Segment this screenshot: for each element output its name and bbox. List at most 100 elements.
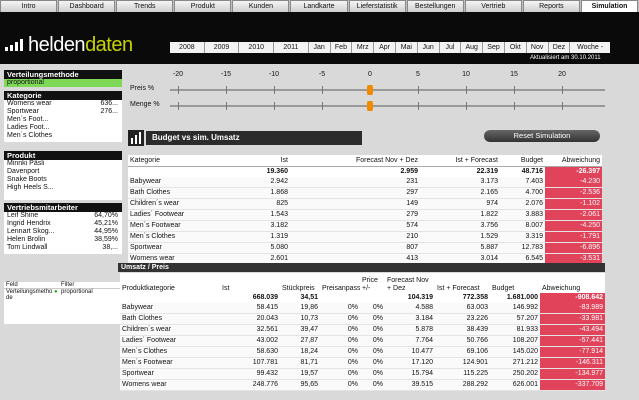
column-header: Kategorie <box>128 155 228 167</box>
tab[interactable]: Lieferstatistik <box>348 0 406 12</box>
tab[interactable]: Trends <box>116 0 174 12</box>
month-button[interactable]: Mrz <box>352 42 375 53</box>
tick-mark <box>226 102 227 110</box>
cell: 27,87 <box>280 335 320 347</box>
cell: 43.002 <box>220 335 280 347</box>
item-label: Helen Brolin <box>7 236 46 243</box>
cell: -1.791 <box>545 231 602 243</box>
month-button[interactable]: Feb <box>331 42 353 53</box>
tab[interactable]: Reports <box>522 0 580 12</box>
cell: -2.536 <box>545 187 602 199</box>
total-cell <box>128 166 228 177</box>
cell: -1.102 <box>545 198 602 210</box>
list-item[interactable]: Sportwear 276... <box>4 108 122 116</box>
month-button[interactable]: Nov <box>527 42 549 53</box>
week-dropdown[interactable]: Woche - <box>577 44 604 51</box>
slider-handle[interactable] <box>367 85 373 95</box>
list-item[interactable]: Men´s Foot... <box>4 116 122 124</box>
cell: 3.883 <box>500 209 545 221</box>
month-button[interactable]: Okt <box>505 42 527 53</box>
cell: 115.225 <box>435 368 490 380</box>
list-item[interactable]: Minnki Päsli <box>4 160 122 168</box>
cell: 0% <box>360 379 385 391</box>
cell: 3.319 <box>500 231 545 243</box>
month-button[interactable]: Mai <box>396 42 418 53</box>
cell: Sportwear <box>128 242 228 254</box>
month-button[interactable]: Jan <box>309 42 331 53</box>
total-row: 19.360 2.959 22.319 48.716 -26.397 <box>128 166 602 177</box>
list-item[interactable]: Snake Boots <box>4 176 122 184</box>
panel-header: Kategorie <box>4 91 122 100</box>
scale-label: -15 <box>220 71 232 78</box>
cell: 108.207 <box>490 335 540 347</box>
item-value: 38,... <box>102 244 118 251</box>
month-button[interactable]: Jul <box>440 42 462 53</box>
tab[interactable]: Produkt <box>174 0 232 12</box>
scale-label: -20 <box>172 71 184 78</box>
cell: 39,47 <box>280 324 320 336</box>
list-item[interactable]: High Heels S... <box>4 184 122 192</box>
tab[interactable]: Bestellungen <box>406 0 464 12</box>
date-selector: 2008 2009 2010 2011 Jan Feb Mrz Apr Mai Jun Jul Aug… <box>170 42 610 53</box>
cell: 1.543 <box>228 209 290 221</box>
logo-icon <box>5 39 23 51</box>
list-item[interactable]: Leif Shine 64,70% <box>4 212 122 220</box>
cell: 0% <box>320 357 360 369</box>
cell: 4.700 <box>500 187 545 199</box>
month-button[interactable]: Aug <box>461 42 484 53</box>
cell: 210 <box>290 231 420 243</box>
scale-label: 0 <box>368 71 372 78</box>
month-button[interactable]: Jun <box>418 42 440 53</box>
total-cell: 1.681.000 <box>490 293 540 303</box>
month-button[interactable]: Sep <box>483 42 505 53</box>
slider-handle[interactable] <box>367 101 373 111</box>
year-button[interactable]: 2010 <box>239 42 275 53</box>
cell: 10,73 <box>280 313 320 325</box>
tick-mark <box>322 102 323 110</box>
tab[interactable]: Kunden <box>232 0 290 12</box>
item-label: Lennart Skog... <box>7 228 55 235</box>
cell: Bath Clothes <box>120 313 220 325</box>
column-header: Budget <box>500 155 545 167</box>
panel-header: Produkt <box>4 151 122 160</box>
sidebar: Verteilungsmethode proportional Kategori… <box>4 70 122 400</box>
month-button[interactable]: Apr <box>374 42 396 53</box>
data-row: Sportwear 5.080 807 5.887 12.783 -6.896 <box>128 242 602 254</box>
filter-value: proportional <box>61 289 93 295</box>
tab[interactable]: Dashboard <box>58 0 116 12</box>
tab[interactable]: Landkarte <box>290 0 348 12</box>
cell: 124.901 <box>435 357 490 369</box>
list-item[interactable]: Men´s Clothes <box>4 132 122 140</box>
data-row: Men´s Clothes 1.319 210 1.529 3.319 -1.791 <box>128 231 602 243</box>
cell: 1.529 <box>420 231 500 243</box>
cell: 297 <box>290 187 420 199</box>
cell: 145.020 <box>490 346 540 358</box>
list-item[interactable]: Womens wear 636... <box>4 100 122 108</box>
cell: 0% <box>320 368 360 380</box>
list-item[interactable]: Tom Lindwall 38,... <box>4 244 122 252</box>
slider-track <box>170 89 605 91</box>
logo-text: helden <box>28 34 86 56</box>
cell: 149 <box>290 198 420 210</box>
item-label: Ingrid Hendrix <box>7 220 51 227</box>
list-item[interactable]: Helen Brolin 38,59% <box>4 236 122 244</box>
tab[interactable]: Intro <box>0 0 58 12</box>
tab[interactable]: Simulation <box>580 0 639 12</box>
year-button[interactable]: 2008 <box>170 42 205 53</box>
year-button[interactable]: 2009 <box>205 42 240 53</box>
list-item[interactable]: Ingrid Hendrix 45,21% <box>4 220 122 228</box>
cell: 5.887 <box>420 242 500 254</box>
column-header: Preisanpassung <box>320 273 360 293</box>
list-item[interactable]: Davenport <box>4 168 122 176</box>
list-item[interactable]: Ladies Foot... <box>4 124 122 132</box>
cell: 19,86 <box>280 303 320 314</box>
tab[interactable]: Vertrieb <box>464 0 522 12</box>
reset-button[interactable]: Reset Simulation <box>484 130 600 142</box>
selected-value[interactable]: proportional <box>4 79 122 87</box>
month-button[interactable]: Dez <box>549 42 571 53</box>
table2: Produktkategorie Ist Stückpreis Preisanpass… <box>120 273 605 391</box>
year-button[interactable]: 2011 <box>274 42 309 53</box>
filter-field: Verteilungsmethode <box>6 289 53 301</box>
list-item[interactable]: Lennart Skog... 44,95% <box>4 228 122 236</box>
